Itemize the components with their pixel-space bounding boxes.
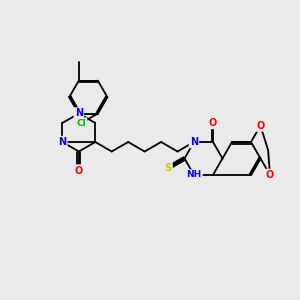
Text: O: O <box>75 166 83 176</box>
Text: NH: NH <box>186 170 202 179</box>
Text: O: O <box>256 121 265 130</box>
Text: N: N <box>190 137 198 147</box>
Text: S: S <box>164 163 172 173</box>
Text: N: N <box>58 137 66 147</box>
Text: O: O <box>209 118 217 128</box>
Text: O: O <box>266 170 274 180</box>
Text: N: N <box>75 109 83 118</box>
Text: Cl: Cl <box>76 118 86 127</box>
